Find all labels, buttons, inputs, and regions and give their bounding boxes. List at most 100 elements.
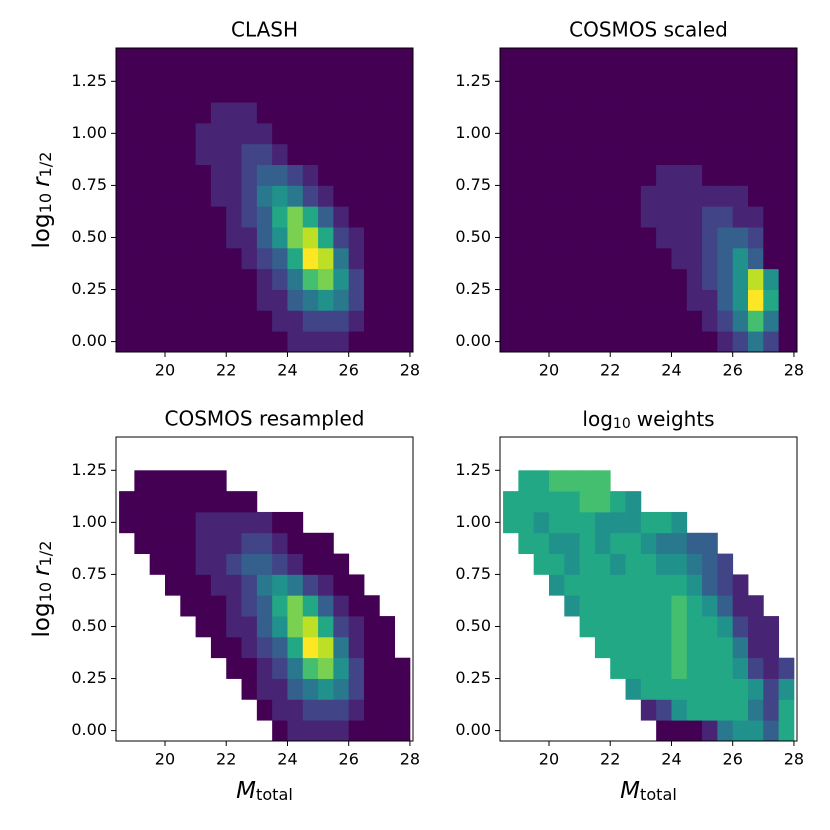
cell — [348, 206, 365, 228]
cell — [671, 636, 688, 659]
y-axis-label: log10 r1/2 — [29, 541, 55, 638]
cell — [640, 331, 657, 353]
cell — [763, 247, 780, 270]
cell — [533, 470, 550, 492]
y-axis-label-part: r — [29, 565, 55, 576]
cell — [272, 102, 288, 124]
cell — [241, 491, 258, 513]
cell — [302, 185, 319, 207]
cell — [564, 595, 581, 617]
cell — [533, 185, 550, 207]
cell — [594, 470, 611, 492]
cell — [226, 574, 242, 596]
cell — [348, 636, 365, 659]
cell — [164, 206, 181, 228]
cell — [702, 310, 718, 332]
cell — [686, 247, 703, 270]
cell — [180, 511, 197, 534]
cell — [256, 616, 273, 638]
x-tick-label: 22 — [600, 361, 620, 380]
cell — [134, 81, 151, 103]
cell — [594, 81, 611, 103]
cell — [656, 164, 672, 186]
cell — [119, 102, 135, 124]
cell — [640, 81, 657, 103]
cell — [640, 268, 657, 290]
cell — [671, 574, 688, 596]
cell — [348, 657, 365, 679]
cell — [671, 81, 688, 103]
cell — [149, 491, 166, 513]
cell — [579, 102, 596, 124]
cell — [180, 206, 197, 228]
cell — [702, 164, 718, 186]
cell — [180, 143, 197, 166]
cell — [548, 247, 565, 270]
cell — [394, 206, 411, 228]
cell — [564, 532, 581, 555]
cell — [579, 331, 596, 353]
cell — [778, 289, 795, 311]
cell — [379, 678, 396, 700]
cell — [272, 122, 288, 145]
cell — [256, 102, 273, 124]
cell — [149, 206, 166, 228]
cell — [518, 247, 535, 270]
cell — [763, 678, 780, 700]
cell — [119, 331, 135, 353]
cell — [518, 122, 535, 145]
cell — [778, 310, 795, 332]
panel-title: CLASH — [231, 18, 298, 42]
cell — [364, 60, 380, 82]
cell — [195, 553, 212, 575]
cell — [778, 227, 795, 249]
cell — [180, 102, 197, 124]
cell — [656, 81, 672, 103]
cell — [610, 247, 626, 270]
cell — [533, 206, 550, 228]
cell — [195, 310, 212, 332]
cell — [226, 185, 242, 207]
cell — [778, 143, 795, 166]
cell — [164, 102, 181, 124]
cell — [763, 331, 780, 353]
cell — [164, 553, 181, 575]
cell — [287, 553, 304, 575]
cell — [717, 636, 734, 659]
cell — [656, 60, 672, 82]
cell — [686, 331, 703, 353]
cell — [625, 574, 642, 596]
cell — [318, 268, 334, 290]
cell — [195, 491, 212, 513]
cell — [180, 491, 197, 513]
cell — [778, 164, 795, 186]
cell — [287, 678, 304, 700]
cell — [210, 164, 227, 186]
cell — [119, 185, 135, 207]
cell — [394, 122, 411, 145]
cell — [625, 310, 642, 332]
cell — [518, 532, 535, 555]
cell — [518, 491, 535, 513]
cell — [333, 574, 350, 596]
cell — [364, 164, 380, 186]
cell — [318, 678, 334, 700]
cell — [717, 574, 734, 596]
cell — [394, 289, 411, 311]
cell — [180, 227, 197, 249]
cell — [686, 678, 703, 700]
heatmap — [119, 60, 411, 353]
cell — [625, 657, 642, 679]
cell — [318, 81, 334, 103]
cell — [348, 595, 365, 617]
cell — [302, 310, 319, 332]
cell — [717, 678, 734, 700]
cell — [226, 331, 242, 353]
cell — [732, 720, 749, 742]
cell — [256, 268, 273, 290]
cell — [241, 616, 258, 638]
cell — [226, 247, 242, 270]
cell — [717, 720, 734, 742]
cell — [594, 206, 611, 228]
cell — [548, 553, 565, 575]
